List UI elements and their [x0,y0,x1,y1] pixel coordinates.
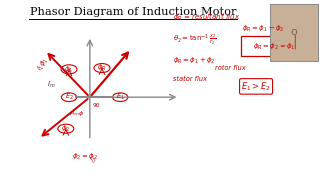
Text: $I_m$: $I_m$ [47,79,56,90]
Text: $\phi_2 = \phi_2$: $\phi_2 = \phi_2$ [72,151,98,162]
Text: $I_1\phi_1$: $I_1\phi_1$ [36,56,52,73]
Text: $\phi_1$: $\phi_1$ [64,64,74,75]
Text: $E_2$: $E_2$ [65,92,73,102]
FancyBboxPatch shape [270,4,318,61]
Text: o: o [291,27,298,37]
Text: 90: 90 [93,103,100,108]
Text: $\phi_2$: $\phi_2$ [61,124,70,134]
Text: //: // [90,155,97,163]
Text: $\theta_2 = \tan^{-1} \frac{x_2}{r_2}$: $\theta_2 = \tan^{-1} \frac{x_2}{r_2}$ [173,33,216,47]
Text: $\phi_R$ = resultant flux: $\phi_R$ = resultant flux [173,12,240,23]
Text: $E_1$: $E_1$ [116,92,124,102]
Text: $\phi_R = \phi_1 + \phi_2$: $\phi_R = \phi_1 + \phi_2$ [173,56,216,66]
Text: rotor flux: rotor flux [214,65,245,71]
Text: $\phi_R = \phi_1 - \phi_2$: $\phi_R = \phi_1 - \phi_2$ [242,24,284,34]
Text: |: | [292,34,296,49]
Text: $E_1 > E_2$: $E_1 > E_2$ [241,80,271,93]
Text: $\phi_R$: $\phi_R$ [97,63,107,73]
Text: Phasor Diagram of Induction Motor: Phasor Diagram of Induction Motor [30,7,236,17]
Text: $\phi_R = \phi_2 = \phi_1$: $\phi_R = \phi_2 = \phi_1$ [253,41,296,51]
Text: stator flux: stator flux [173,76,207,82]
Text: $P_{on}\phi$: $P_{on}\phi$ [69,109,85,118]
FancyBboxPatch shape [241,36,308,56]
